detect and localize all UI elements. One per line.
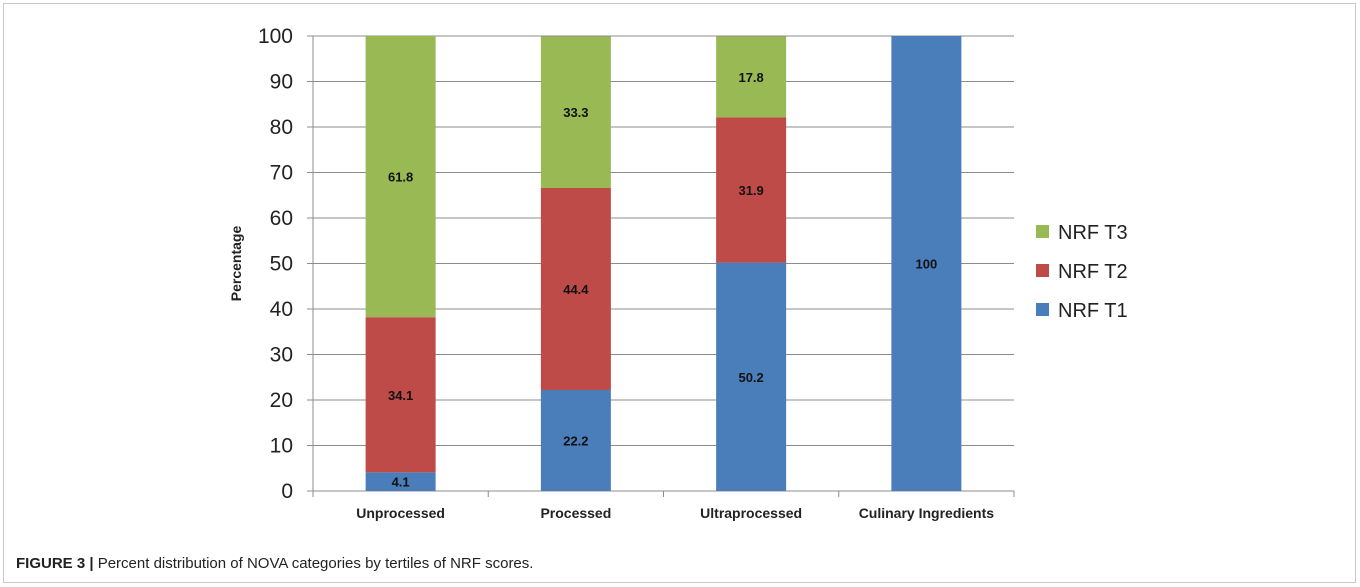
legend-swatch	[1036, 264, 1049, 277]
figure-frame	[3, 3, 1356, 583]
bar-segment	[716, 36, 787, 118]
figure-label: FIGURE 3 |	[16, 555, 94, 572]
x-category-label: Unprocessed	[356, 505, 445, 521]
y-tick-label: 50	[270, 253, 293, 276]
y-tick-label: 90	[270, 71, 293, 94]
y-tick-label: 60	[270, 207, 293, 230]
y-tick-label: 40	[270, 298, 293, 321]
x-category-label: Processed	[540, 505, 611, 521]
legend-label: NRF T3	[1058, 222, 1128, 244]
bar-segment	[365, 317, 436, 473]
y-tick-label: 80	[270, 116, 293, 139]
figure-caption-text: Percent distribution of NOVA categories …	[93, 555, 534, 572]
stacked-bar-chart: 0 10 20 30 40 50 60 70 80 90 100 Percentage 4.1 34.1 6…	[228, 25, 1128, 521]
bar-segment	[716, 117, 787, 263]
bar-segment	[365, 36, 436, 318]
y-tick-label: 100	[258, 25, 293, 48]
bar-segment	[540, 389, 611, 491]
data-label: 31.9	[738, 183, 763, 198]
bar-segment	[365, 472, 436, 491]
bar-segment	[716, 262, 787, 491]
y-tick-label: 0	[281, 480, 293, 503]
data-label: 22.2	[563, 433, 588, 448]
figure-caption: FIGURE 3 | Percent distribution of NOVA …	[16, 555, 533, 572]
legend-label: NRF T1	[1058, 300, 1128, 322]
data-label: 4.1	[392, 475, 410, 490]
y-tick-label: 30	[270, 344, 293, 367]
data-label: 33.3	[563, 105, 588, 120]
legend-label: NRF T2	[1058, 261, 1128, 283]
data-label: 34.1	[388, 388, 413, 403]
y-tick-label: 10	[270, 435, 293, 458]
data-label: 100	[916, 257, 938, 272]
x-category-label: Ultraprocessed	[700, 505, 802, 521]
y-tick-label: 70	[270, 162, 293, 185]
data-label: 44.4	[563, 282, 589, 297]
bar-segment	[540, 187, 611, 390]
legend-swatch	[1036, 303, 1049, 316]
data-label: 61.8	[388, 170, 413, 185]
data-label: 50.2	[738, 370, 763, 385]
x-category-label: Culinary Ingredients	[859, 505, 995, 521]
y-tick-label: 20	[270, 389, 293, 412]
bar-segment	[540, 36, 611, 188]
legend-swatch	[1036, 225, 1049, 238]
y-axis-label: Percentage	[228, 226, 244, 302]
bar-segment	[891, 36, 962, 491]
data-label: 17.8	[738, 70, 763, 85]
